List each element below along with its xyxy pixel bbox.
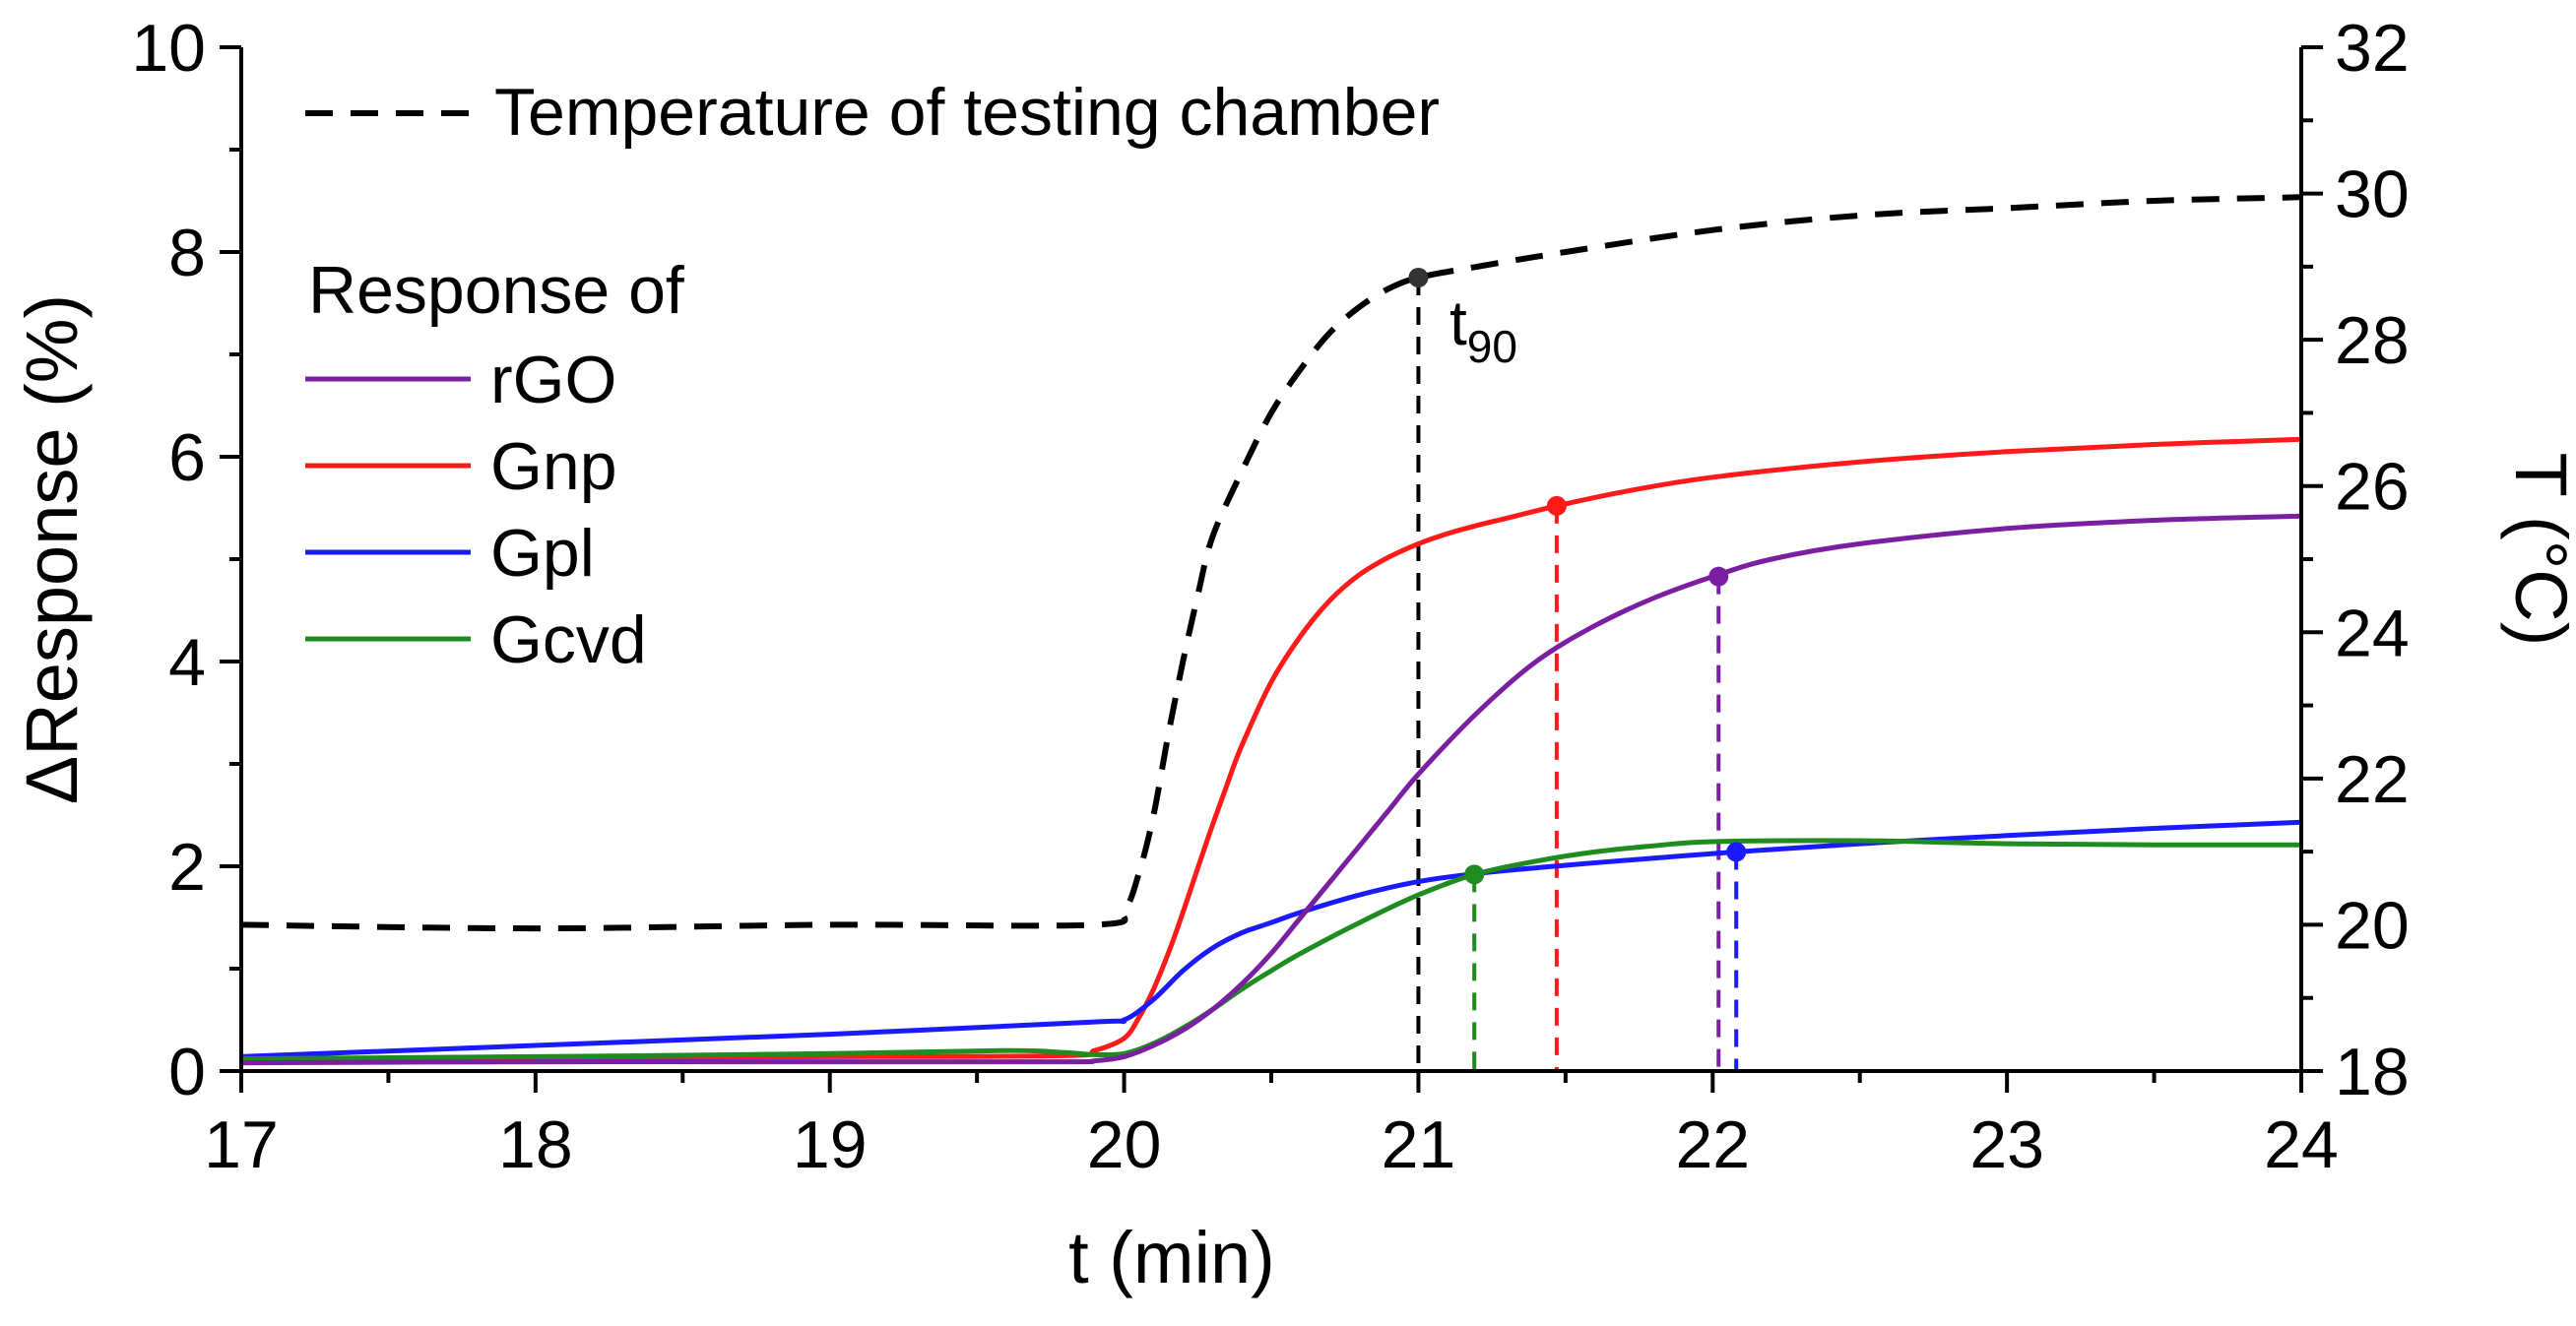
legend: rGO Gnp Gpl Gcvd — [305, 110, 647, 677]
right-y-tick-label-28: 28 — [2335, 303, 2410, 378]
legend-temperature-label: Temperature of testing chamber — [494, 75, 1440, 150]
right-y-tick-label-20: 20 — [2335, 888, 2410, 963]
x-tick-label-21: 21 — [1382, 1107, 1456, 1182]
t90-marker-1 — [1708, 566, 1729, 587]
t90-annotation-subscript: 90 — [1467, 321, 1517, 372]
left-axis-title: ΔResponse (%) — [11, 294, 93, 804]
right-axis-title: T (°C) — [2500, 453, 2576, 647]
t90-marker-3 — [1726, 842, 1747, 862]
legend-label-Gcvd: Gcvd — [490, 602, 647, 677]
x-tick-label-20: 20 — [1087, 1107, 1162, 1182]
x-tick-label-23: 23 — [1969, 1107, 2044, 1182]
x-tick-label-19: 19 — [793, 1107, 868, 1182]
right-y-tick-label-26: 26 — [2335, 450, 2410, 525]
series-line-4 — [240, 838, 2302, 1061]
x-tick-label-24: 24 — [2264, 1107, 2339, 1182]
right-y-tick-label-24: 24 — [2335, 596, 2410, 670]
t90-annotation-main: t — [1449, 287, 1467, 358]
x-tick-label-18: 18 — [498, 1107, 573, 1182]
series-line-0 — [240, 194, 2302, 932]
t90-annotation: t90 — [1449, 287, 1517, 372]
t90-marker-4 — [1464, 864, 1485, 885]
series-line-1 — [240, 513, 2302, 1066]
left-y-tick-label-0: 0 — [168, 1035, 206, 1109]
left-y-tick-label-4: 4 — [168, 625, 206, 700]
plot-layer — [240, 194, 2302, 1071]
t90-marker-0 — [1408, 268, 1429, 287]
legend-label-Gnp: Gnp — [490, 429, 617, 504]
left-y-tick-label-8: 8 — [168, 216, 206, 290]
t90-marker-2 — [1546, 495, 1567, 516]
x-axis-title: t (min) — [1068, 1217, 1275, 1298]
left-y-tick-label-2: 2 — [168, 830, 206, 905]
x-tick-label-17: 17 — [204, 1107, 279, 1182]
x-tick-label-22: 22 — [1675, 1107, 1750, 1182]
legend-label-rGO: rGO — [490, 343, 616, 417]
right-y-tick-label-30: 30 — [2335, 158, 2410, 232]
legend-label-Gpl: Gpl — [490, 516, 595, 591]
right-y-tick-label-32: 32 — [2335, 11, 2410, 86]
right-y-tick-label-22: 22 — [2335, 742, 2410, 817]
legend-group-title: Response of — [308, 253, 684, 328]
right-y-tick-label-18: 18 — [2335, 1035, 2410, 1109]
series-line-2 — [240, 436, 2302, 1061]
left-y-tick-label-6: 6 — [168, 420, 206, 495]
left-y-tick-label-10: 10 — [131, 11, 206, 86]
